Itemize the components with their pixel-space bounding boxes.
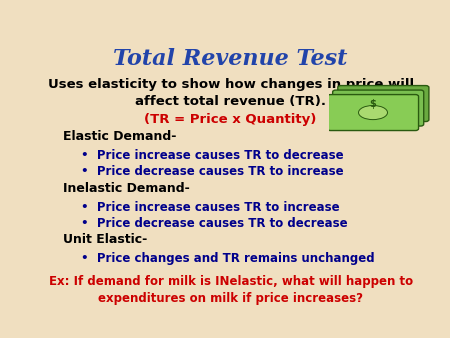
Text: Unit Elastic-: Unit Elastic- [63, 234, 148, 246]
Text: •  Price increase causes TR to decrease: • Price increase causes TR to decrease [81, 149, 343, 162]
FancyBboxPatch shape [333, 90, 424, 126]
Text: Total Revenue Test: Total Revenue Test [113, 48, 348, 70]
Text: •  Price decrease causes TR to increase: • Price decrease causes TR to increase [81, 166, 343, 178]
Ellipse shape [359, 105, 387, 120]
Text: •  Price decrease causes TR to decrease: • Price decrease causes TR to decrease [81, 217, 347, 230]
Text: •  Price increase causes TR to increase: • Price increase causes TR to increase [81, 201, 339, 214]
Ellipse shape [364, 101, 393, 115]
Text: Elastic Demand-: Elastic Demand- [63, 130, 176, 143]
Text: (TR = Price x Quantity): (TR = Price x Quantity) [144, 114, 317, 126]
FancyBboxPatch shape [338, 86, 429, 122]
Text: $: $ [369, 99, 376, 108]
Ellipse shape [369, 97, 398, 111]
Text: Ex: If demand for milk is INelastic, what will happen to
expenditures on milk if: Ex: If demand for milk is INelastic, wha… [49, 275, 413, 305]
FancyBboxPatch shape [328, 95, 418, 130]
Text: Inelastic Demand-: Inelastic Demand- [63, 182, 190, 195]
Text: Uses elasticity to show how changes in price will
affect total revenue (TR).: Uses elasticity to show how changes in p… [48, 78, 414, 108]
Text: •  Price changes and TR remains unchanged: • Price changes and TR remains unchanged [81, 252, 374, 265]
